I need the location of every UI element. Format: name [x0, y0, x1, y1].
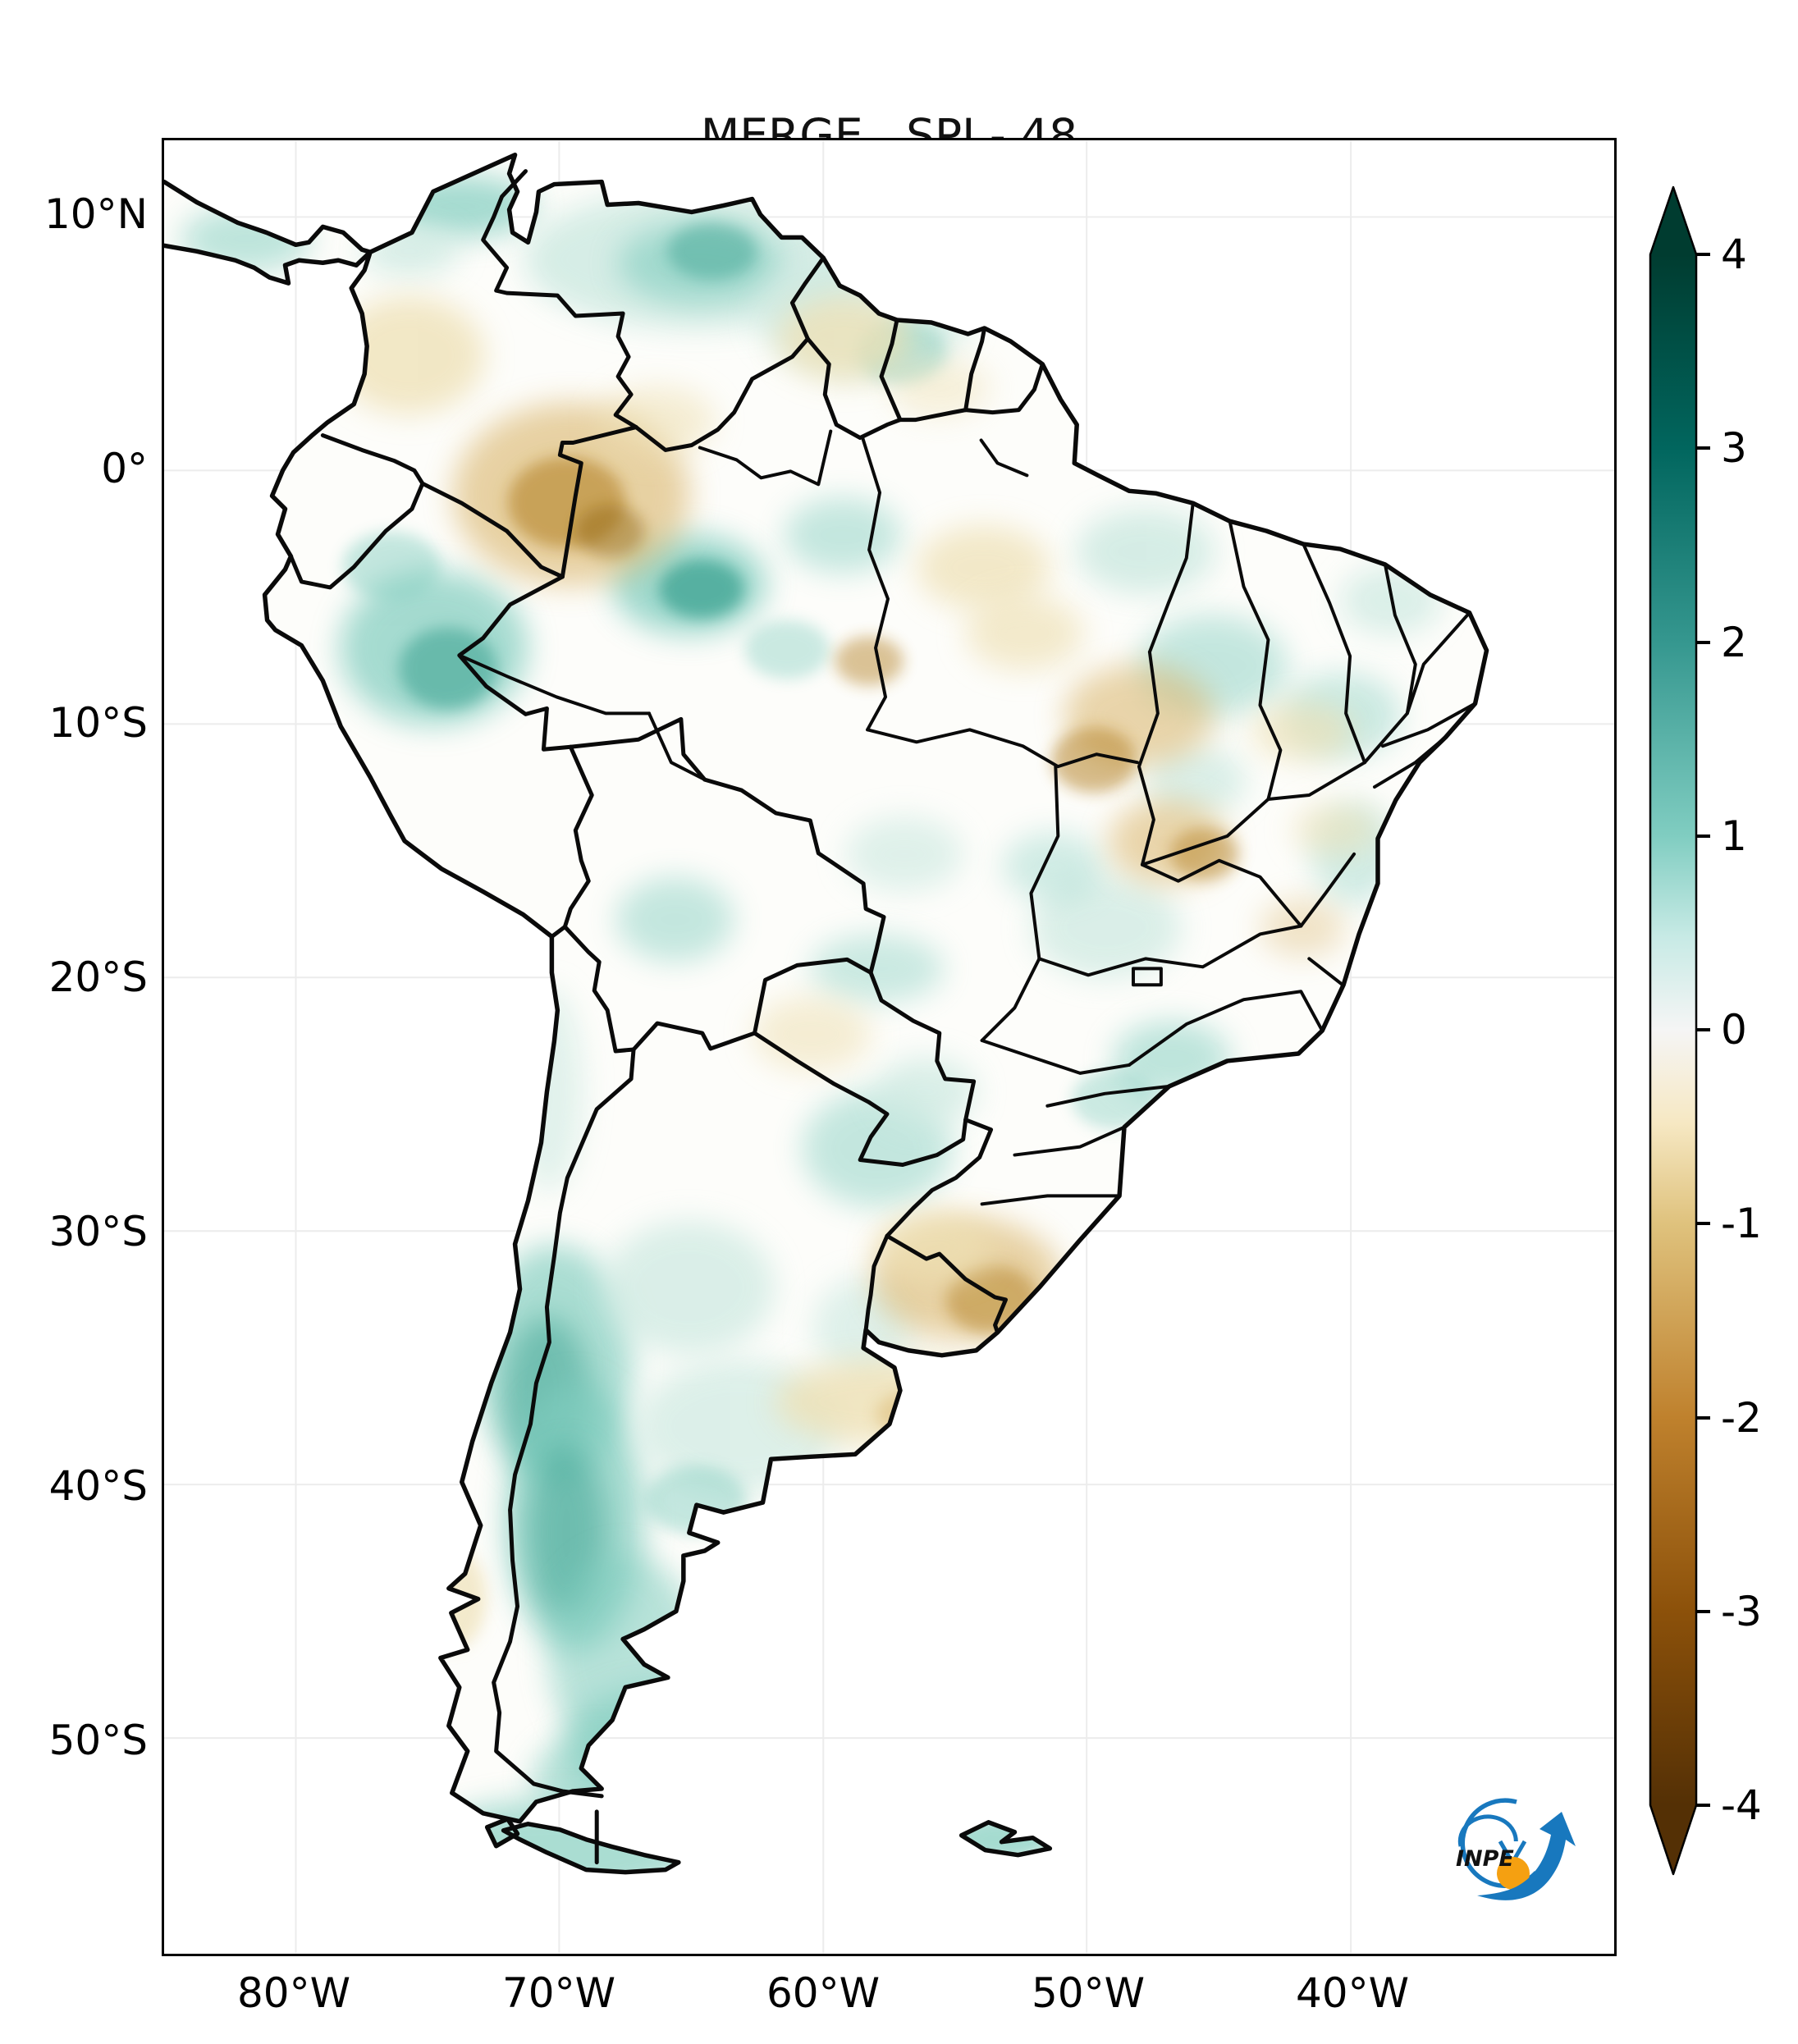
colorbar-tick-mark — [1696, 446, 1710, 450]
lat-tick-label: 40°S — [48, 1462, 148, 1510]
lon-tick-label: 50°W — [1031, 1969, 1146, 2017]
inpe-logo-spiral-icon — [1457, 1798, 1576, 1900]
lat-tick-label: 20°S — [48, 953, 148, 1001]
lat-tick-label: 50°S — [48, 1717, 148, 1764]
inpe-logo-text: INPE — [1456, 1846, 1514, 1872]
colorbar-tick-label: -2 — [1721, 1393, 1762, 1442]
inpe-logo-orange-dot — [1497, 1857, 1530, 1890]
country-borders — [288, 169, 1045, 1865]
colorbar-gradient-bar — [1649, 185, 1698, 1876]
lat-tick-label: 10°N — [43, 190, 148, 238]
colorbar-tick-mark — [1696, 640, 1710, 644]
lat-tick-label: 0° — [101, 445, 148, 492]
spi-raster-field — [164, 154, 1487, 1873]
lat-tick-label: 10°S — [48, 699, 148, 747]
colorbar-tick-label: 1 — [1721, 812, 1747, 860]
lon-tick-label: 40°W — [1295, 1969, 1410, 2017]
colorbar-tick-mark — [1696, 1609, 1710, 1613]
colorbar-tick-mark — [1696, 834, 1710, 838]
lat-tick-label: 30°S — [48, 1208, 148, 1255]
colorbar-tick-label: 3 — [1721, 424, 1747, 473]
inpe-logo: INPE — [1456, 1798, 1576, 1900]
colorbar-tick-mark — [1696, 1804, 1710, 1807]
inpe-logo-swoosh-arrow — [1477, 1812, 1576, 1900]
state-borders — [457, 429, 1477, 1206]
colorbar-tick-label: -3 — [1721, 1587, 1762, 1635]
south-america-map-canvas — [164, 140, 1614, 1954]
map-axes-frame — [162, 138, 1617, 1956]
colorbar-tick-label: 2 — [1721, 618, 1747, 666]
colorbar-tick-label: 0 — [1721, 1006, 1747, 1054]
colorbar-tick-label: -1 — [1721, 1200, 1762, 1248]
coastline-borders — [164, 152, 1489, 1875]
spi-dry-anomaly-blobs — [334, 296, 1378, 1649]
colorbar-tick-label: -4 — [1721, 1781, 1762, 1829]
colorbar-tick-mark — [1696, 1222, 1710, 1226]
lon-tick-label: 70°W — [501, 1969, 616, 2017]
colorbar — [1649, 185, 1698, 1876]
colorbar-tick-mark — [1696, 1028, 1710, 1031]
colorbar-tick-mark — [1696, 253, 1710, 256]
lon-tick-label: 60°W — [766, 1969, 881, 2017]
colorbar-tick-mark — [1696, 1415, 1710, 1420]
colorbar-tick-label: 4 — [1721, 231, 1747, 278]
lon-tick-label: 80°W — [236, 1969, 351, 2017]
